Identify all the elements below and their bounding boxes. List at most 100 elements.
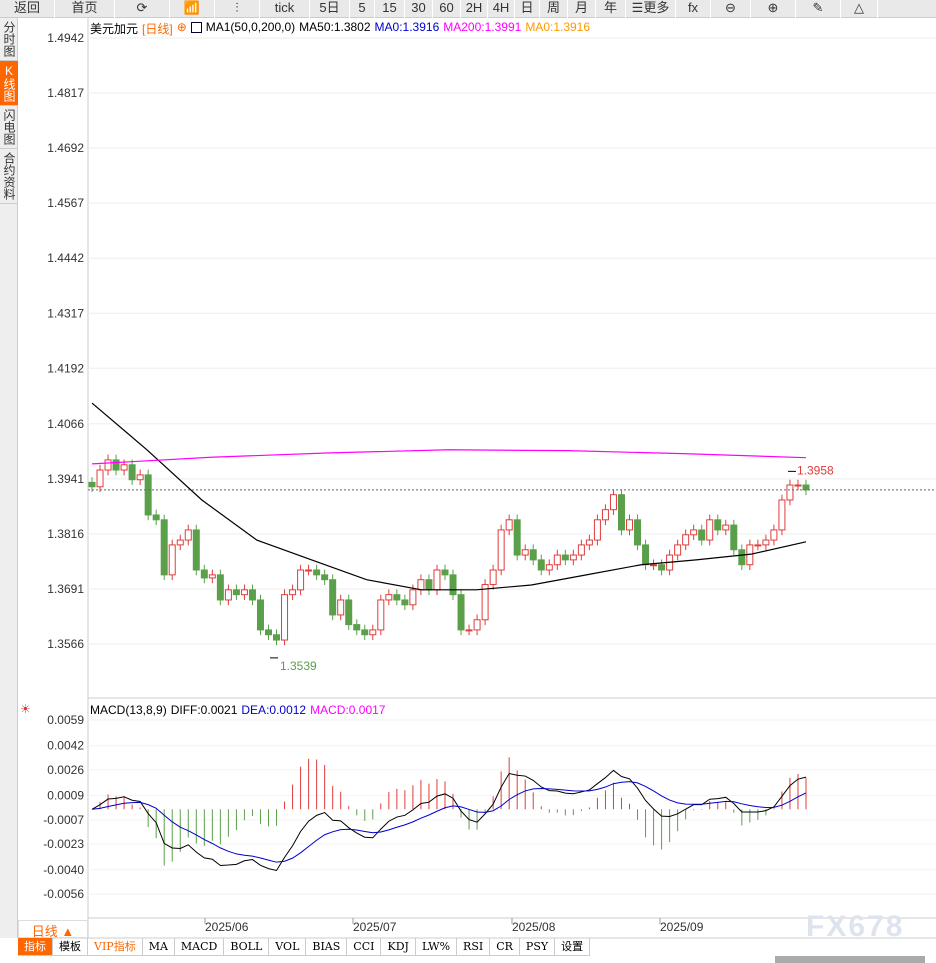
candle-down <box>802 484 810 491</box>
candle-down <box>529 549 537 561</box>
indicator-tab-boll[interactable]: BOLL <box>224 938 270 955</box>
indicator-tab-ma[interactable]: MA <box>143 938 175 955</box>
macd-settings-icon[interactable]: ☀ <box>20 702 31 716</box>
candle-up <box>569 554 577 561</box>
candle-up <box>120 464 128 471</box>
candle-down <box>730 524 738 551</box>
price-tick: 1.3816 <box>47 527 84 541</box>
toolbar-button-15[interactable]: 月 <box>568 0 596 18</box>
toolbar-button-2[interactable]: ⟳ <box>115 0 170 18</box>
candle-up <box>706 519 714 541</box>
candle-up <box>481 584 489 621</box>
indicator-tab-cr[interactable]: CR <box>490 938 520 955</box>
candle-up <box>497 529 505 571</box>
indicator-tab-设置[interactable]: 设置 <box>555 938 591 955</box>
toolbar-button-0[interactable]: 返回 <box>0 0 55 18</box>
candle-down <box>457 594 465 631</box>
toolbar-button-18[interactable]: fx <box>676 0 711 18</box>
candle-up <box>553 554 561 566</box>
candle-up <box>208 574 216 579</box>
price-tick: 1.4942 <box>47 31 84 45</box>
crosshair-icon[interactable]: ⊕ <box>176 20 187 34</box>
macd-legend: MACD(13,8,9) DIFF:0.0021 DEA:0.0012 MACD… <box>90 703 385 717</box>
toolbar-button-8[interactable]: 15 <box>375 0 405 18</box>
toolbar-button-19[interactable]: ⊖ <box>711 0 751 18</box>
price-tick: 1.3691 <box>47 582 84 596</box>
candle-down <box>152 514 160 521</box>
candle-up <box>224 589 232 601</box>
toolbar-button-1[interactable]: 首页 <box>55 0 115 18</box>
sidebar-tab-2[interactable]: 闪电图 <box>0 106 18 149</box>
toolbar-button-14[interactable]: 周 <box>540 0 568 18</box>
toolbar-button-11[interactable]: 2H <box>461 0 488 18</box>
ma-settings-icon[interactable] <box>190 22 202 33</box>
ma200-value: MA200:1.3991 <box>443 20 522 34</box>
candle-down <box>738 549 746 566</box>
toolbar-button-4[interactable]: ⫶ <box>215 0 260 18</box>
price-tick: 1.3941 <box>47 472 84 486</box>
toolbar-button-6[interactable]: 5日 <box>310 0 350 18</box>
toolbar-button-7[interactable]: 5 <box>350 0 375 18</box>
indicator-tab-vip指标[interactable]: VIP指标 <box>88 938 143 955</box>
candle-up <box>762 539 770 546</box>
toolbar-button-22[interactable]: △ <box>841 0 878 18</box>
candle-up <box>770 529 778 541</box>
candle-up <box>473 619 481 631</box>
candle-up <box>465 629 473 632</box>
toolbar-button-17[interactable]: ☰更多 <box>626 0 676 18</box>
candle-up <box>682 534 690 546</box>
indicator-tab-rsi[interactable]: RSI <box>457 938 491 955</box>
toolbar-button-3[interactable]: 📶 <box>170 0 215 18</box>
candle-up <box>168 544 176 576</box>
toolbar-button-10[interactable]: 60 <box>433 0 461 18</box>
chart-legend: 美元加元 [日线] ⊕ MA1(50,0,200,0) MA50:1.3802 … <box>90 20 590 37</box>
high-label: 1.3958 <box>797 463 834 477</box>
price-tick: 1.4317 <box>47 306 84 320</box>
candle-down <box>144 474 152 516</box>
candle-up <box>505 519 513 531</box>
x-tick-label: 2025/06 <box>205 920 249 934</box>
candle-up <box>104 459 112 471</box>
candle-down <box>425 579 433 591</box>
sidebar-tab-3[interactable]: 合约资料 <box>0 149 18 204</box>
indicator-tab-lw%[interactable]: LW% <box>416 938 458 955</box>
toolbar-button-5[interactable]: tick <box>260 0 310 18</box>
macd-tick: -0.0023 <box>43 837 84 851</box>
scrollbar[interactable] <box>775 956 925 963</box>
sidebar-tab-1[interactable]: K线图 <box>0 61 18 106</box>
toolbar-button-16[interactable]: 年 <box>596 0 626 18</box>
candle-down <box>537 559 545 571</box>
indicator-tab-指标[interactable]: 指标 <box>18 938 53 955</box>
candle-up <box>289 589 297 596</box>
candle-up <box>96 469 104 488</box>
candle-down <box>128 464 136 481</box>
toolbar-button-20[interactable]: ⊕ <box>751 0 796 18</box>
sidebar: 分时图 K线图 闪电图 合约资料 <box>0 18 18 938</box>
candle-up <box>297 569 305 591</box>
toolbar-button-13[interactable]: 日 <box>515 0 540 18</box>
candle-up <box>281 594 289 641</box>
candle-up <box>754 544 762 547</box>
macd-label: MACD(13,8,9) <box>90 703 167 717</box>
indicator-tabs: 指标 模板 VIP指标 MA MACD BOLL VOL BIAS CCI KDJ LW% RSI CR… <box>18 938 591 956</box>
candle-down <box>401 599 409 606</box>
candle-up <box>545 564 553 571</box>
candle-up <box>369 629 377 636</box>
candle-up <box>593 519 601 541</box>
candle-down <box>393 594 401 601</box>
indicator-tab-cci[interactable]: CCI <box>347 938 382 955</box>
toolbar-button-21[interactable]: ✎ <box>796 0 841 18</box>
indicator-tab-bias[interactable]: BIAS <box>306 938 348 955</box>
period-selector[interactable]: 日线 ▲ <box>18 920 88 939</box>
indicator-tab-kdj[interactable]: KDJ <box>381 938 416 955</box>
indicator-tab-macd[interactable]: MACD <box>175 938 225 955</box>
candle-up <box>674 544 682 556</box>
toolbar-button-9[interactable]: 30 <box>405 0 433 18</box>
candle-down <box>698 529 706 541</box>
toolbar-button-12[interactable]: 4H <box>488 0 515 18</box>
indicator-tab-psy[interactable]: PSY <box>520 938 556 955</box>
sidebar-tab-0[interactable]: 分时图 <box>0 18 18 61</box>
indicator-tab-模板[interactable]: 模板 <box>53 938 88 955</box>
indicator-tab-vol[interactable]: VOL <box>269 938 307 955</box>
